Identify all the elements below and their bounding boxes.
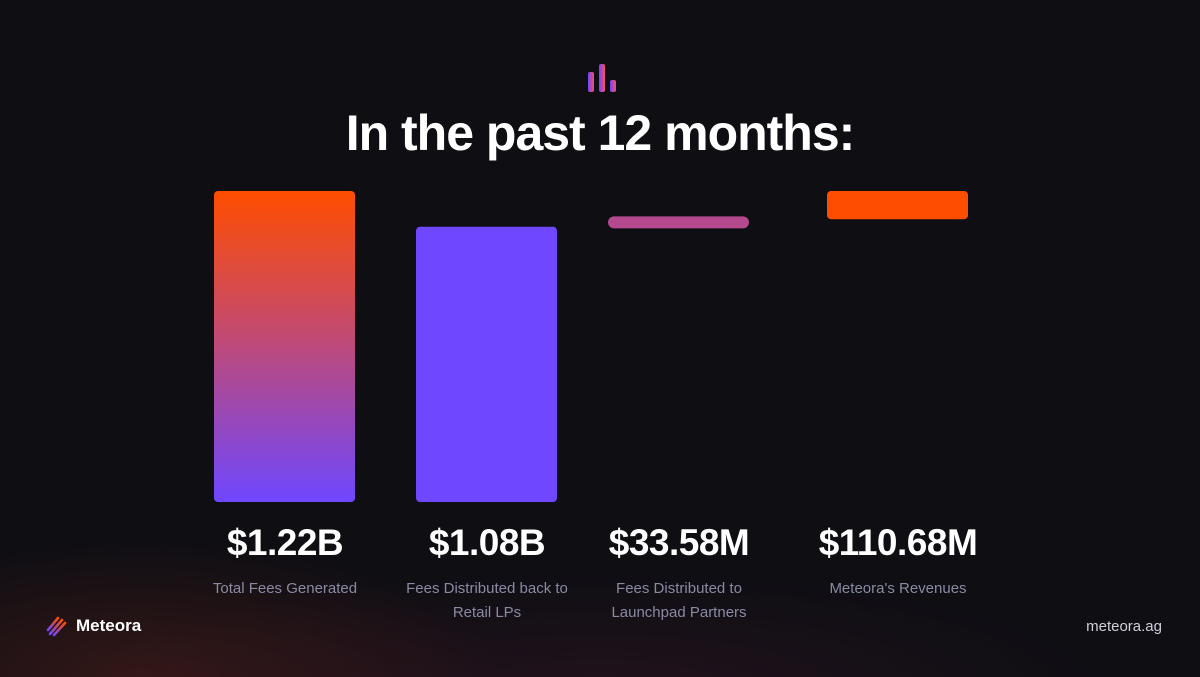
- meteora-logo-icon: [46, 616, 67, 637]
- bar-value-total-fees: $1.22B: [226, 522, 344, 563]
- bar-meteora-revenues: [827, 191, 968, 220]
- bar-value-launchpad-partners: $33.58M: [608, 522, 750, 563]
- bar-launchpad-partners: [608, 216, 749, 229]
- website-link[interactable]: meteora.ag: [1086, 618, 1162, 635]
- bar-chart-icon: [588, 64, 616, 92]
- bar-label-retail-lps: Fees Distributed back to Retail LPs: [406, 580, 568, 621]
- bar-total-fees: [214, 191, 355, 502]
- bar-value-meteora-revenues: $110.68M: [818, 522, 978, 563]
- brand[interactable]: Meteora: [46, 615, 141, 637]
- page-title: In the past 12 months:: [345, 105, 856, 161]
- bar-retail-lps: [416, 226, 557, 502]
- brand-name: Meteora: [76, 616, 142, 635]
- bar-label-launchpad-partners: Fees Distributed to Launchpad Partners: [611, 580, 747, 621]
- bar-value-retail-lps: $1.08B: [428, 522, 546, 563]
- bar-label-meteora-revenues: Meteora's Revenues: [829, 580, 967, 597]
- bar-label-total-fees: Total Fees Generated: [212, 580, 358, 597]
